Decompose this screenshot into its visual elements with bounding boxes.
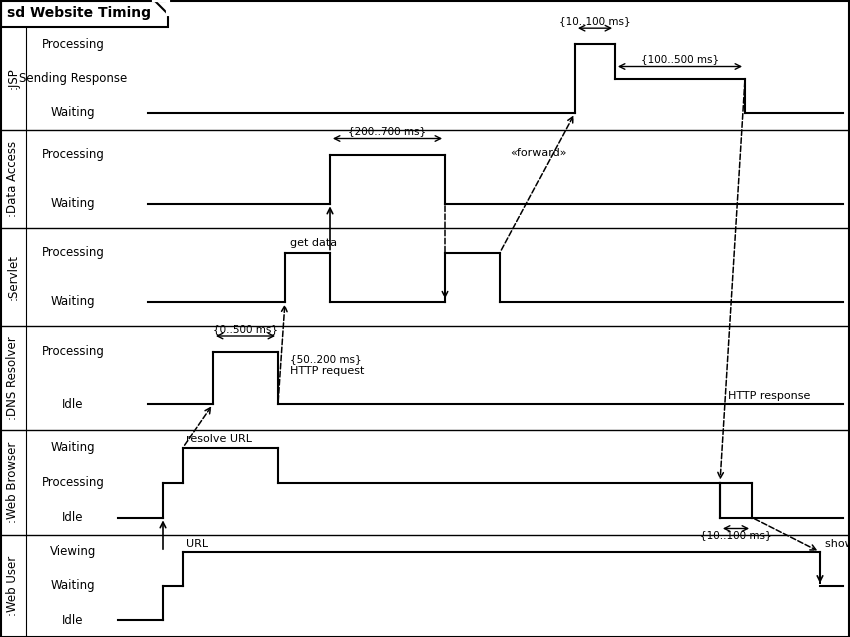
Text: URL: URL [186, 539, 208, 549]
Text: {200..700 ms}: {200..700 ms} [348, 127, 427, 136]
Text: :JSP: :JSP [7, 68, 20, 89]
Text: Waiting: Waiting [51, 106, 95, 119]
Text: Processing: Processing [42, 246, 105, 259]
Text: Waiting: Waiting [51, 295, 95, 308]
Bar [1, 0, 168, 27]
Text: Waiting: Waiting [51, 441, 95, 454]
Text: :Servlet: :Servlet [7, 254, 20, 300]
Text: Processing: Processing [42, 38, 105, 51]
Text: Viewing: Viewing [50, 545, 96, 559]
Text: show page: show page [825, 539, 850, 549]
Text: Idle: Idle [62, 511, 84, 524]
Text: Processing: Processing [42, 476, 105, 489]
Text: {50..200 ms}: {50..200 ms} [290, 354, 361, 364]
Text: {10..100 ms}: {10..100 ms} [700, 531, 772, 541]
Text: HTTP response: HTTP response [728, 391, 810, 401]
Text: resolve URL: resolve URL [186, 434, 252, 445]
Text: get data: get data [290, 238, 337, 248]
Text: :Web Browser: :Web Browser [7, 442, 20, 523]
Text: Waiting: Waiting [51, 197, 95, 210]
Text: «forward»: «forward» [510, 148, 566, 157]
Text: {0..500 ms}: {0..500 ms} [213, 324, 278, 334]
Text: Processing: Processing [42, 148, 105, 161]
Text: {10..100 ms}: {10..100 ms} [559, 16, 631, 26]
Text: :Web User: :Web User [7, 556, 20, 616]
Text: Waiting: Waiting [51, 580, 95, 592]
Text: Idle: Idle [62, 397, 84, 410]
Text: HTTP request: HTTP request [290, 366, 365, 376]
Text: :DNS Resolver: :DNS Resolver [7, 336, 20, 420]
Text: Sending Response: Sending Response [19, 72, 128, 85]
Text: :Data Access: :Data Access [7, 141, 20, 217]
Text: Processing: Processing [42, 345, 105, 359]
Text: Idle: Idle [62, 613, 84, 627]
Text: {100..500 ms}: {100..500 ms} [641, 55, 719, 64]
Text: sd Website Timing: sd Website Timing [7, 6, 151, 20]
